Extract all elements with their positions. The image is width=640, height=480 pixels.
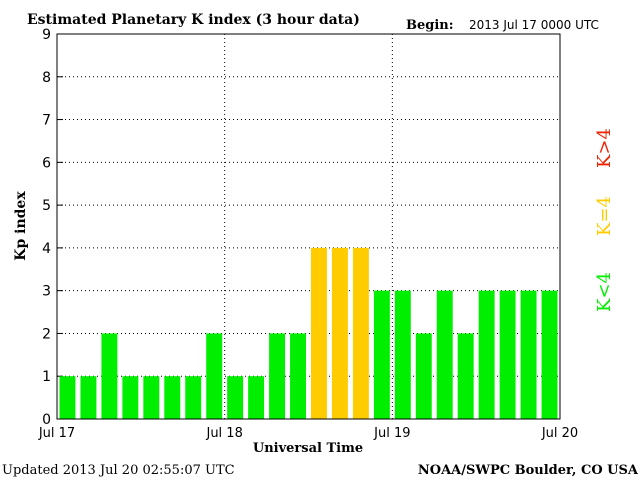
kp-bar bbox=[352, 247, 369, 419]
kp-bar bbox=[185, 376, 202, 419]
x-tick-label: Jul 17 bbox=[38, 426, 75, 441]
kp-bar bbox=[206, 333, 223, 419]
kp-bar bbox=[311, 247, 327, 419]
chart-title: Estimated Planetary K index (3 hour data… bbox=[27, 12, 360, 28]
kp-bar bbox=[248, 376, 265, 419]
y-tick-label: 0 bbox=[42, 412, 51, 428]
y-tick-label: 6 bbox=[42, 155, 51, 171]
kp-bar bbox=[436, 290, 453, 419]
y-tick-label: 8 bbox=[42, 70, 51, 86]
y-tick-label: 2 bbox=[42, 326, 51, 342]
x-tick-label: Jul 20 bbox=[541, 426, 578, 441]
kp-bar bbox=[59, 376, 76, 419]
kp-bar bbox=[373, 290, 390, 419]
x-tick-labels: Jul 17 Jul 18 Jul 19 Jul 20 bbox=[38, 426, 578, 441]
y-tick-label: 5 bbox=[42, 198, 51, 214]
begin-label: Begin: bbox=[406, 18, 454, 33]
kp-bar bbox=[269, 333, 286, 419]
y-tick-label: 7 bbox=[42, 113, 51, 129]
plot-frame bbox=[56, 33, 561, 420]
y-tick-labels: 0 1 2 3 4 5 6 7 8 9 bbox=[42, 27, 51, 428]
y-tick-label: 3 bbox=[42, 284, 51, 300]
updated-timestamp: Updated 2013 Jul 20 02:55:07 UTC bbox=[2, 463, 235, 478]
kp-bar bbox=[541, 290, 558, 419]
kp-bar bbox=[478, 290, 495, 419]
kp-bar bbox=[457, 333, 474, 419]
kp-bar bbox=[101, 333, 118, 419]
kp-bar bbox=[394, 290, 411, 419]
kp-bar bbox=[499, 290, 516, 419]
y-tick-label: 4 bbox=[42, 241, 51, 257]
kp-bar bbox=[143, 376, 160, 419]
kp-bar bbox=[227, 376, 244, 419]
kp-bar bbox=[331, 247, 348, 419]
y-tick-label: 1 bbox=[42, 369, 51, 385]
kp-bar bbox=[290, 333, 306, 419]
y-tick-label: 9 bbox=[42, 27, 51, 43]
kp-bar bbox=[122, 376, 139, 419]
legend-k-less-4: K<4 bbox=[594, 272, 615, 312]
x-tick-label: Jul 18 bbox=[205, 426, 242, 441]
kp-bar bbox=[520, 290, 537, 419]
kp-bar bbox=[80, 376, 97, 419]
kp-bar bbox=[164, 376, 181, 419]
source-credit: NOAA/SWPC Boulder, CO USA bbox=[418, 463, 639, 478]
y-axis-label: Kp index bbox=[13, 191, 29, 261]
x-axis-label: Universal Time bbox=[253, 441, 363, 456]
x-tick-label: Jul 19 bbox=[373, 426, 410, 441]
kp-bar bbox=[415, 333, 432, 419]
bars bbox=[59, 247, 558, 419]
begin-value: 2013 Jul 17 0000 UTC bbox=[469, 18, 599, 32]
legend-k-equal-4: K=4 bbox=[594, 196, 615, 236]
legend-k-greater-4: K>4 bbox=[594, 128, 615, 168]
grid-lines bbox=[57, 33, 560, 420]
